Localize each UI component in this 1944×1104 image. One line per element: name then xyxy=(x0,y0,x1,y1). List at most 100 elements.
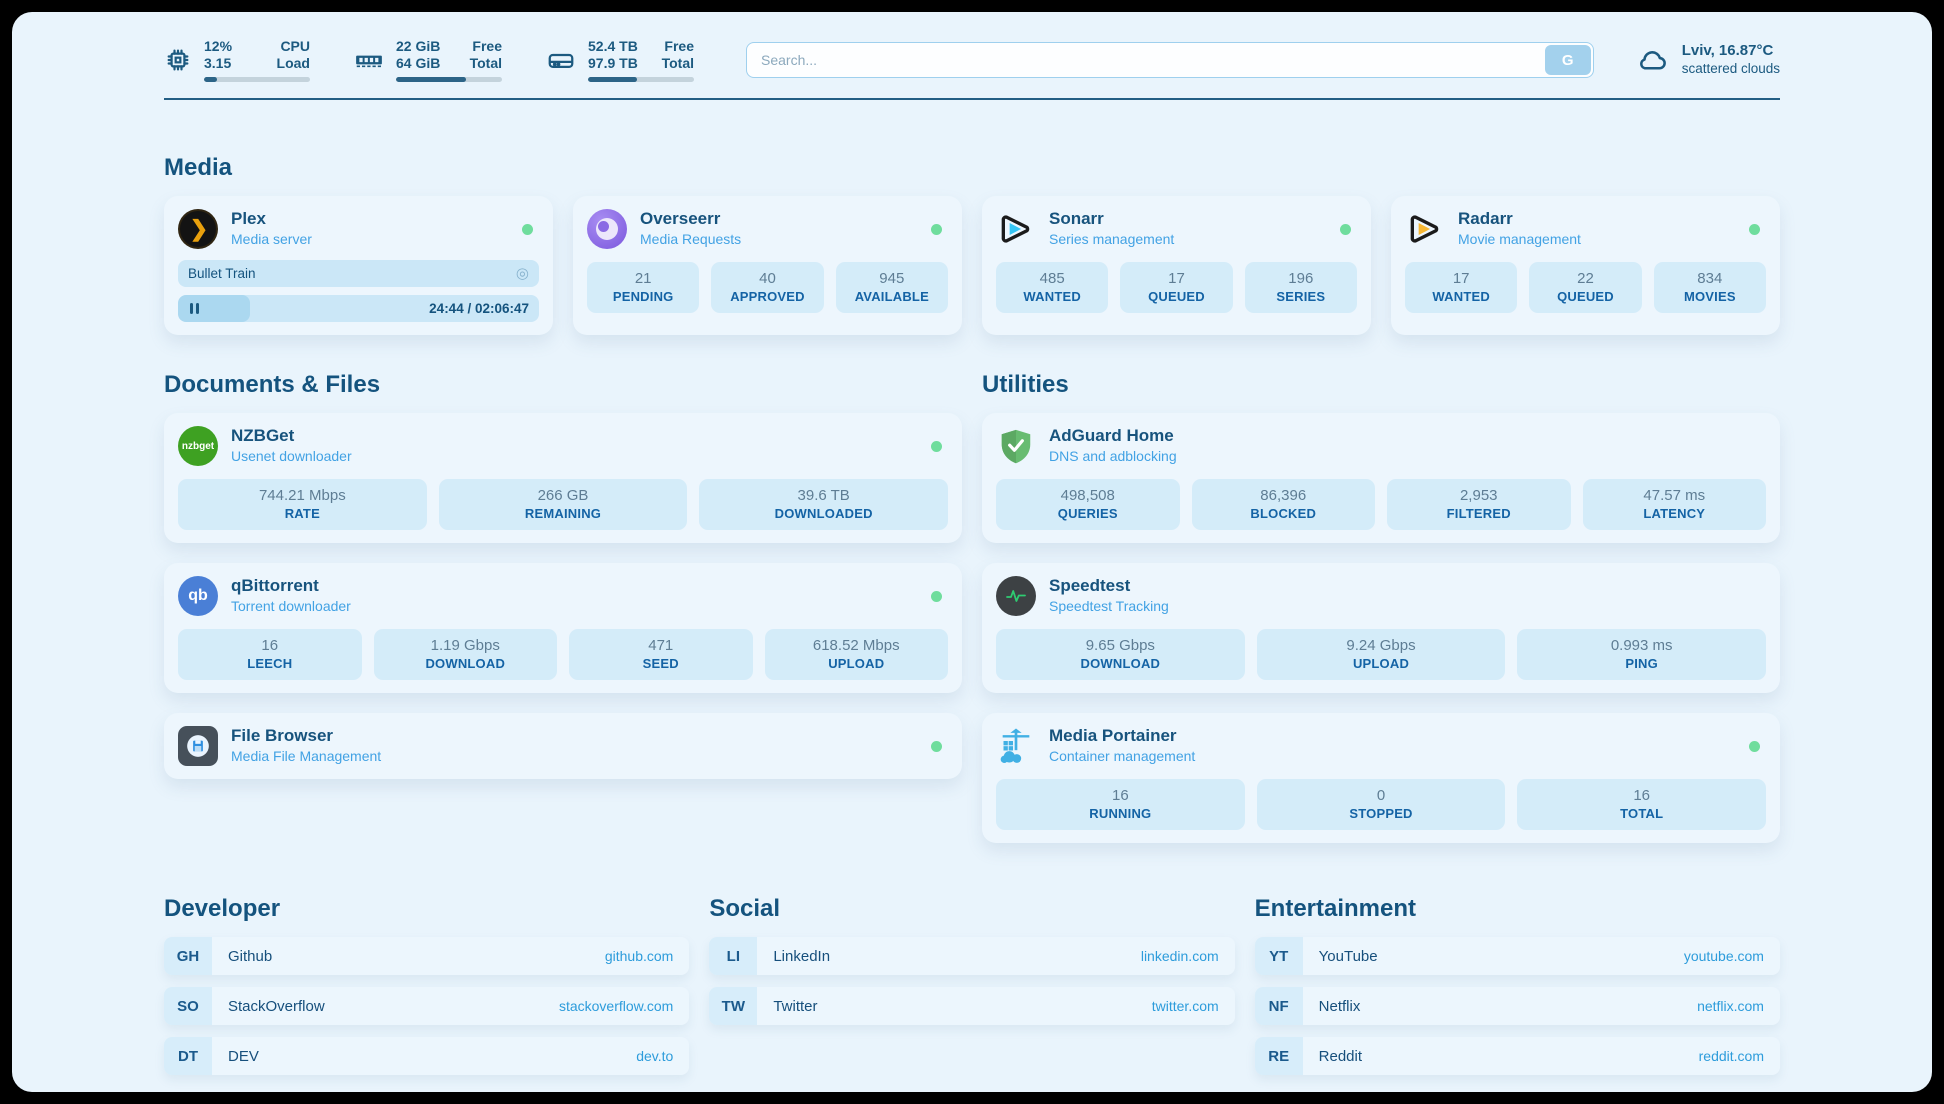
stat-box: 485 WANTED xyxy=(996,262,1109,313)
stat-label: QUEUED xyxy=(1148,289,1205,304)
link-youtube[interactable]: YT YouTube youtube.com xyxy=(1254,937,1780,975)
service-card-filebrowser[interactable]: File Browser Media File Management xyxy=(164,713,962,779)
service-card-adguard[interactable]: AdGuard Home DNS and adblocking 498,508 … xyxy=(982,413,1780,543)
stat-label: DOWNLOADED xyxy=(774,506,873,521)
stat-value: 16 xyxy=(261,637,279,654)
section-title-developer: Developer xyxy=(164,895,281,922)
stat-label: DOWNLOAD xyxy=(1080,656,1161,671)
utilities-column: Utilities xyxy=(982,371,1780,843)
link-github[interactable]: GH Github github.com xyxy=(164,937,690,975)
now-playing-row: Bullet Train ◎ xyxy=(178,260,539,287)
stat-box: 0.993 ms PING xyxy=(1517,629,1767,680)
service-title: Sonarr xyxy=(1049,209,1104,228)
section-title-media: Media xyxy=(164,154,233,181)
stat-box: 16 TOTAL xyxy=(1517,779,1767,830)
stat-value: 40 xyxy=(759,270,776,287)
stat-box: 16 RUNNING xyxy=(996,779,1245,830)
stat-box: 744.21 Mbps RATE xyxy=(178,479,427,530)
stat-label: APPROVED xyxy=(730,289,805,304)
top-bar: 12% 3.15 CPU Load xyxy=(164,38,1780,82)
status-dot xyxy=(931,740,942,752)
ram-total-value: 64 GiB xyxy=(396,55,441,71)
stat-value: 0 xyxy=(1376,787,1386,804)
stat-value: 16 xyxy=(1633,787,1651,804)
stat-value: 1.19 Gbps xyxy=(430,637,500,654)
link-linkedin[interactable]: LI LinkedIn linkedin.com xyxy=(709,937,1235,975)
link-name: Twitter xyxy=(773,997,818,1015)
stat-box: 40 APPROVED xyxy=(711,262,824,313)
disk-stat: 52.4 TB 97.9 TB Free Total xyxy=(546,38,694,82)
cpu-usage-value: 12% xyxy=(204,38,233,54)
service-card-sonarr[interactable]: Sonarr Series management 485 WANTED 17 Q… xyxy=(982,196,1371,335)
cpu-load-value: 3.15 xyxy=(204,55,232,71)
header-divider xyxy=(164,98,1780,100)
service-card-nzbget[interactable]: nzbget NZBGet Usenet downloader 744.21 M… xyxy=(164,413,962,543)
stat-label: RUNNING xyxy=(1089,806,1152,821)
link-netflix[interactable]: NF Netflix netflix.com xyxy=(1254,987,1780,1025)
stat-value: 17 xyxy=(1452,270,1470,287)
status-dot xyxy=(1749,740,1760,752)
qbittorrent-icon: qb xyxy=(178,576,218,616)
ram-stat: 22 GiB 64 GiB Free Total xyxy=(354,38,502,82)
service-card-radarr[interactable]: Radarr Movie management 17 WANTED 22 QUE… xyxy=(1391,196,1780,335)
link-abbr: LI xyxy=(709,937,758,975)
cloud-icon xyxy=(1634,42,1670,78)
media-card-grid: ❯ Plex Media server Bullet Train ◎ 24:44… xyxy=(164,196,1780,335)
entertainment-section: Entertainment YT YouTube youtube.com NF … xyxy=(1254,895,1780,1075)
stat-box: 2,953 FILTERED xyxy=(1387,479,1571,530)
link-name: Github xyxy=(228,947,273,965)
stat-label: UPLOAD xyxy=(828,656,885,671)
stat-value: 471 xyxy=(648,637,674,654)
status-dot xyxy=(931,590,942,602)
cpu-icon xyxy=(164,46,192,74)
link-reddit[interactable]: RE Reddit reddit.com xyxy=(1254,1037,1780,1075)
service-card-overseerr[interactable]: Overseerr Media Requests 21 PENDING 40 A… xyxy=(573,196,962,335)
stat-box: 498,508 QUERIES xyxy=(996,479,1180,530)
service-card-portainer[interactable]: Media Portainer Container management 16 … xyxy=(982,713,1780,843)
service-title: qBittorrent xyxy=(231,576,319,595)
service-subtitle: Series management xyxy=(1049,231,1175,247)
search-engine-button[interactable]: G xyxy=(1544,45,1591,75)
service-title: AdGuard Home xyxy=(1049,426,1174,445)
stat-value: 834 xyxy=(1697,270,1723,287)
disk-icon xyxy=(546,45,576,75)
link-name: Netflix xyxy=(1318,997,1361,1015)
link-name: StackOverflow xyxy=(228,997,325,1015)
disk-progress-bar xyxy=(588,77,694,82)
weather-condition: scattered clouds xyxy=(1681,61,1780,76)
link-abbr: SO xyxy=(164,987,212,1025)
status-dot xyxy=(522,223,533,235)
system-stats: 12% 3.15 CPU Load xyxy=(164,38,694,82)
status-dot xyxy=(1340,223,1351,235)
link-twitter[interactable]: TW Twitter twitter.com xyxy=(709,987,1235,1025)
ram-free-value: 22 GiB xyxy=(396,38,441,54)
service-title: File Browser xyxy=(231,726,334,745)
service-subtitle: Torrent downloader xyxy=(231,598,351,614)
stat-label: TOTAL xyxy=(1620,806,1664,821)
service-card-qbittorrent[interactable]: qb qBittorrent Torrent downloader 16 xyxy=(164,563,962,693)
link-abbr: NF xyxy=(1254,987,1303,1025)
link-abbr: GH xyxy=(164,937,212,975)
portainer-icon xyxy=(996,726,1036,766)
weather-widget: Lviv, 16.87°C scattered clouds xyxy=(1634,42,1780,78)
service-card-speedtest[interactable]: Speedtest Speedtest Tracking 9.65 Gbps D… xyxy=(982,563,1780,693)
service-title: Overseerr xyxy=(640,209,721,228)
link-stackoverflow[interactable]: SO StackOverflow stackoverflow.com xyxy=(164,987,690,1025)
social-section: Social LI LinkedIn linkedin.com TW Twitt… xyxy=(709,895,1235,1025)
stat-box: 39.6 TB DOWNLOADED xyxy=(699,479,949,530)
search-input[interactable] xyxy=(746,42,1594,78)
stat-value: 17 xyxy=(1168,270,1185,287)
stat-value: 945 xyxy=(879,270,905,287)
link-name: YouTube xyxy=(1318,947,1378,965)
ram-progress-bar xyxy=(396,77,502,82)
service-card-plex[interactable]: ❯ Plex Media server Bullet Train ◎ 24:44… xyxy=(164,196,553,335)
link-dev[interactable]: DT DEV dev.to xyxy=(164,1037,690,1075)
stat-label: WANTED xyxy=(1023,289,1081,304)
stat-box: 196 SERIES xyxy=(1244,262,1357,313)
stat-label: BLOCKED xyxy=(1250,506,1317,521)
section-title-documents: Documents & Files xyxy=(164,371,381,398)
stat-label: REMAINING xyxy=(524,506,602,521)
section-title-entertainment: Entertainment xyxy=(1254,895,1417,922)
link-name: DEV xyxy=(228,1047,259,1065)
stat-box: 17 QUEUED xyxy=(1120,262,1233,313)
